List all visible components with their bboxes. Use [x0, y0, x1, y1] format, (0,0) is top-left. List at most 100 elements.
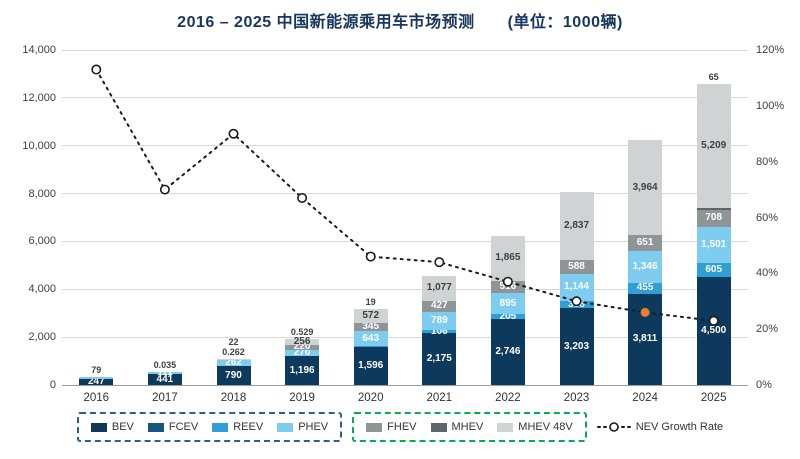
bar-label: 605: [705, 264, 723, 276]
legend-swatch: [147, 422, 164, 432]
bar-label: 1,865: [495, 252, 521, 264]
bar-segment-mhev-48v: 256: [285, 336, 320, 346]
y-axis-label-right: 120%: [756, 44, 785, 56]
y-axis-label-right: 60%: [756, 211, 779, 224]
legend-swatch: [212, 422, 229, 432]
growth-line-legend-icon: [596, 422, 631, 432]
bar-label-floating: 0.035: [153, 359, 177, 370]
bar-label: 5,209: [701, 140, 727, 152]
bar-segment-phev: 270: [285, 348, 320, 358]
bar-segment-reev: 455: [628, 282, 663, 294]
bar-segment-fhev: 427: [422, 300, 457, 312]
legend-group-1: BEV FCEV REEV PHEV: [76, 412, 343, 442]
bar-segment-fhev: 220: [285, 342, 320, 352]
bar-segment-phev: 1,501: [696, 226, 731, 263]
bar-label: 106: [430, 325, 448, 337]
legend-item-label: PHEV: [298, 421, 329, 433]
bar-label-floating: 19: [365, 297, 376, 308]
bar-segment-fhev: 588: [559, 259, 594, 274]
bar-segment-bev: 1,196: [285, 356, 320, 385]
bar-label: 1,596: [358, 359, 384, 371]
legend-item-fhev: FHEV: [366, 421, 417, 433]
bar-label: 1,077: [426, 282, 452, 294]
bar-label: 3,964: [632, 181, 658, 193]
bar-label: 308: [568, 298, 585, 310]
gridline: [62, 97, 748, 99]
bar-label: 262: [225, 356, 242, 368]
legend-swatch: [497, 422, 514, 432]
bar-label-floating: 0.262: [222, 347, 245, 358]
legend: BEV FCEV REEV PHEV FHEV MHEV MHEV 48V NEV Growt…: [0, 412, 800, 442]
legend-item-reev: REEV: [212, 421, 263, 433]
bar-label: 4,500: [701, 325, 727, 337]
bar-label: 789: [430, 314, 448, 326]
bar-label: 455: [636, 282, 654, 294]
x-axis-label: 2024: [632, 392, 658, 404]
chart-title-unit: (单位：1000辆): [507, 14, 623, 31]
legend-item-label: MHEV: [451, 421, 484, 433]
legend-item-label: FCEV: [168, 421, 199, 433]
y-axis-label-right: 0%: [756, 379, 772, 391]
bar-label: 427: [430, 300, 448, 312]
bar-segment-mhev-48v: [216, 359, 251, 360]
legend-swatch: [430, 422, 447, 432]
bar-segment-bev: 2,746: [490, 319, 525, 385]
x-axis-label: 2018: [220, 392, 247, 404]
bar-label: 708: [705, 212, 723, 224]
bar-segment-phev: [79, 377, 114, 380]
bar-label: 588: [568, 260, 585, 272]
bar-label: 1,144: [563, 281, 590, 293]
bar-segment-phev: 262: [216, 356, 251, 368]
bar-segment-bev: 2,175: [422, 332, 457, 385]
x-axis-label: 2019: [289, 392, 315, 404]
x-axis-label: 2021: [426, 392, 453, 404]
bar-segment-mhev-48v: 572: [353, 309, 388, 323]
y-axis-label-left: 8,000: [28, 187, 56, 200]
bar-label: 1,501: [701, 238, 727, 250]
bar-segment-mhev-48v: 5,209: [696, 83, 731, 209]
legend-item-label: NEV Growth Rate: [635, 421, 724, 433]
bar-label: 1,346: [632, 260, 658, 272]
bar-segment-reev: 106: [422, 326, 457, 336]
y-axis-label-left: 6,000: [28, 235, 56, 248]
bar-segment-bev: 247: [79, 376, 114, 388]
y-axis-label-left: 2,000: [28, 331, 56, 344]
bar-label: 3,811: [632, 333, 658, 345]
legend-group-2: FHEV MHEV MHEV 48V: [352, 412, 587, 442]
bar-label: 2,746: [495, 346, 521, 358]
bar-segment-fhev: 651: [628, 235, 663, 251]
bar-segment-phev: 111: [147, 368, 182, 378]
bar-label-floating: 0.529: [290, 326, 314, 337]
bar-label: 247: [87, 376, 105, 388]
bar-segment-bev: 1,596: [353, 346, 388, 385]
bar-segment-reev: 205: [490, 311, 525, 321]
bar-segment-bev: 441: [147, 373, 182, 385]
bar-segment-fhev: 708: [696, 209, 731, 227]
x-axis-line: [62, 384, 748, 386]
bar-label: 441: [156, 373, 174, 385]
legend-swatch: [277, 422, 294, 432]
x-axis-label: 2016: [83, 392, 110, 404]
x-axis-label: 2017: [152, 392, 178, 404]
legend-item-label: MHEV 48V: [518, 421, 573, 433]
bar-segment-mhev-48v: 2,837: [559, 191, 594, 260]
legend-item-mhev-48v: MHEV 48V: [497, 421, 573, 433]
bar-label: 2,175: [426, 352, 452, 364]
y-axis-label-right: 20%: [756, 323, 779, 336]
gridline: [62, 336, 748, 338]
bar-label: 790: [225, 369, 242, 381]
bar-segment-phev: 643: [353, 330, 388, 347]
bar-segment-phev: 789: [422, 311, 457, 331]
legend-item-phev: PHEV: [277, 421, 328, 433]
bar-segment-bev: 3,811: [628, 293, 663, 385]
bar-label: 111: [157, 367, 173, 379]
chart-title: 2016 – 2025 中国新能源乘用车市场预测: [177, 14, 475, 31]
bar-label: 345: [362, 320, 380, 332]
bar-label: 1,196: [289, 364, 315, 376]
bar-segment-mhev-48v: 1,865: [490, 235, 525, 281]
x-axis-label: 2022: [495, 392, 521, 404]
legend-item-mhev: MHEV: [430, 421, 484, 433]
y-axis-label-left: 0: [49, 379, 56, 391]
y-axis-label-right: 80%: [756, 155, 779, 168]
